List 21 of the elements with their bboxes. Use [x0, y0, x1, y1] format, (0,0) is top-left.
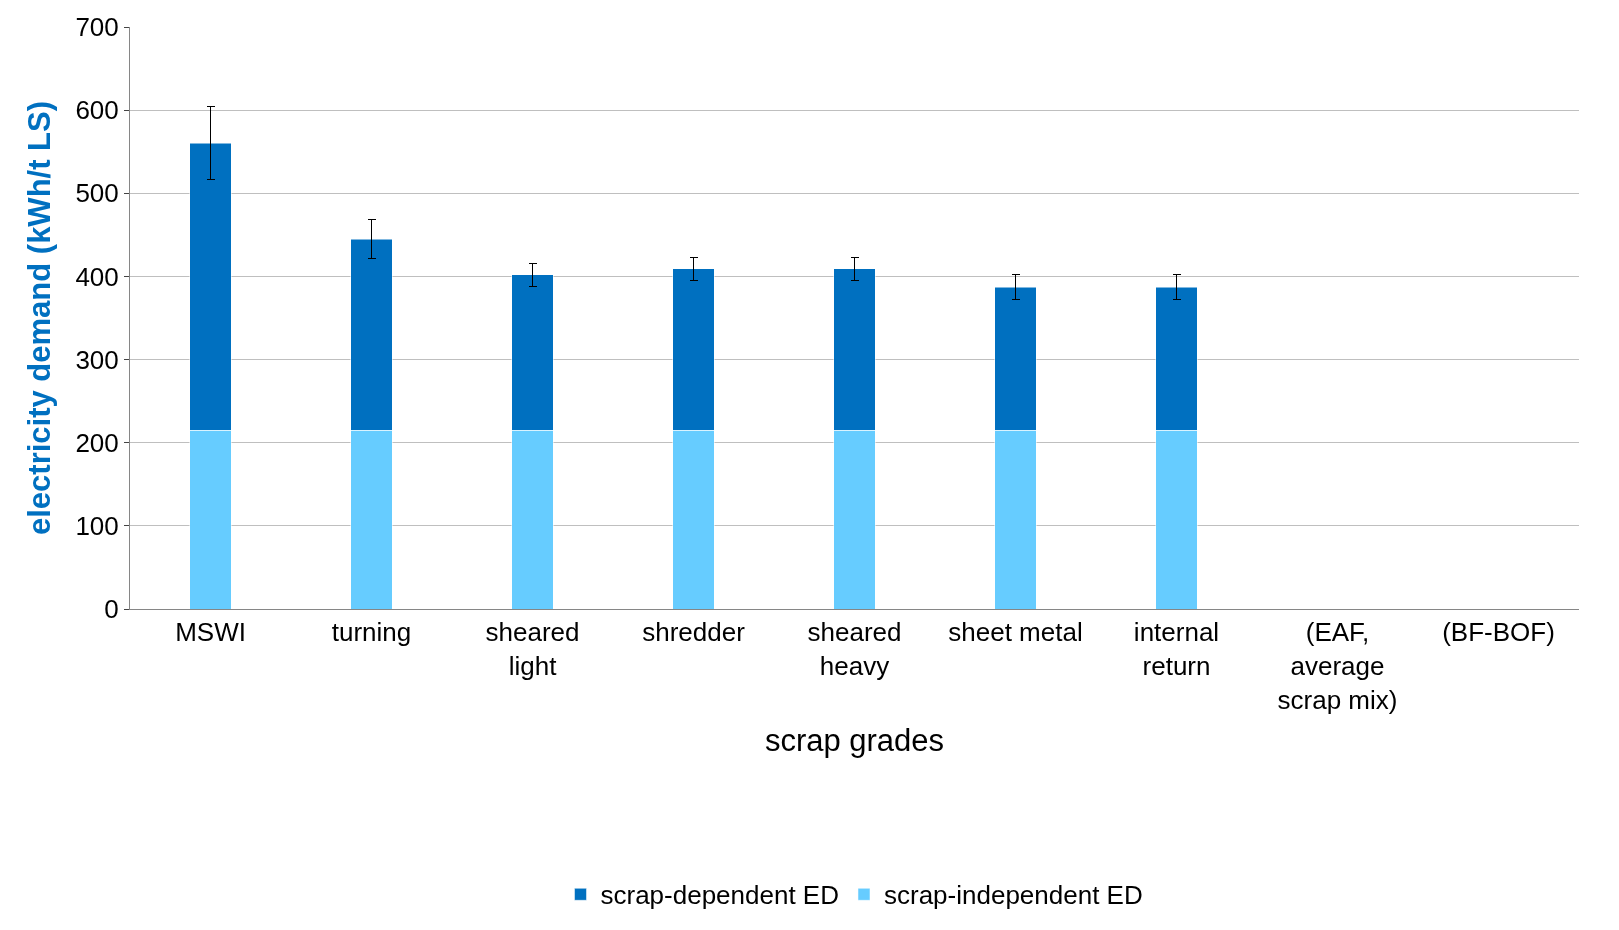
y-tick-label: 200 — [75, 427, 119, 458]
y-axis-title: electricity demand (kWh/t LS) — [22, 100, 58, 536]
x-tick-label: (BF-BOF) — [1442, 617, 1555, 648]
y-tick-label: 100 — [75, 510, 119, 541]
y-tick-label: 500 — [75, 178, 119, 209]
y-tick-label: 400 — [75, 261, 119, 292]
x-tick-label: sheet metal — [948, 617, 1083, 648]
x-tick-label: (EAF, average scrap mix) — [1277, 617, 1398, 715]
x-axis-title: scrap grades — [764, 723, 945, 758]
x-tick-label: MSWI — [175, 617, 246, 648]
y-tick-label: 300 — [75, 344, 119, 375]
x-tick-label: turning — [331, 617, 412, 648]
y-tick-label: 0 — [104, 594, 119, 625]
x-tick-label: internal return — [1133, 617, 1220, 681]
x-tick-label: sheared light — [485, 617, 580, 681]
x-tick-label: sheared heavy — [807, 617, 902, 681]
legend-label: scrap-independent ED — [883, 880, 1143, 911]
legend-label: scrap-dependent ED — [600, 880, 839, 911]
x-tick-label: shredder — [642, 617, 746, 648]
y-tick-label: 600 — [75, 95, 119, 126]
y-tick-label: 700 — [75, 12, 119, 43]
